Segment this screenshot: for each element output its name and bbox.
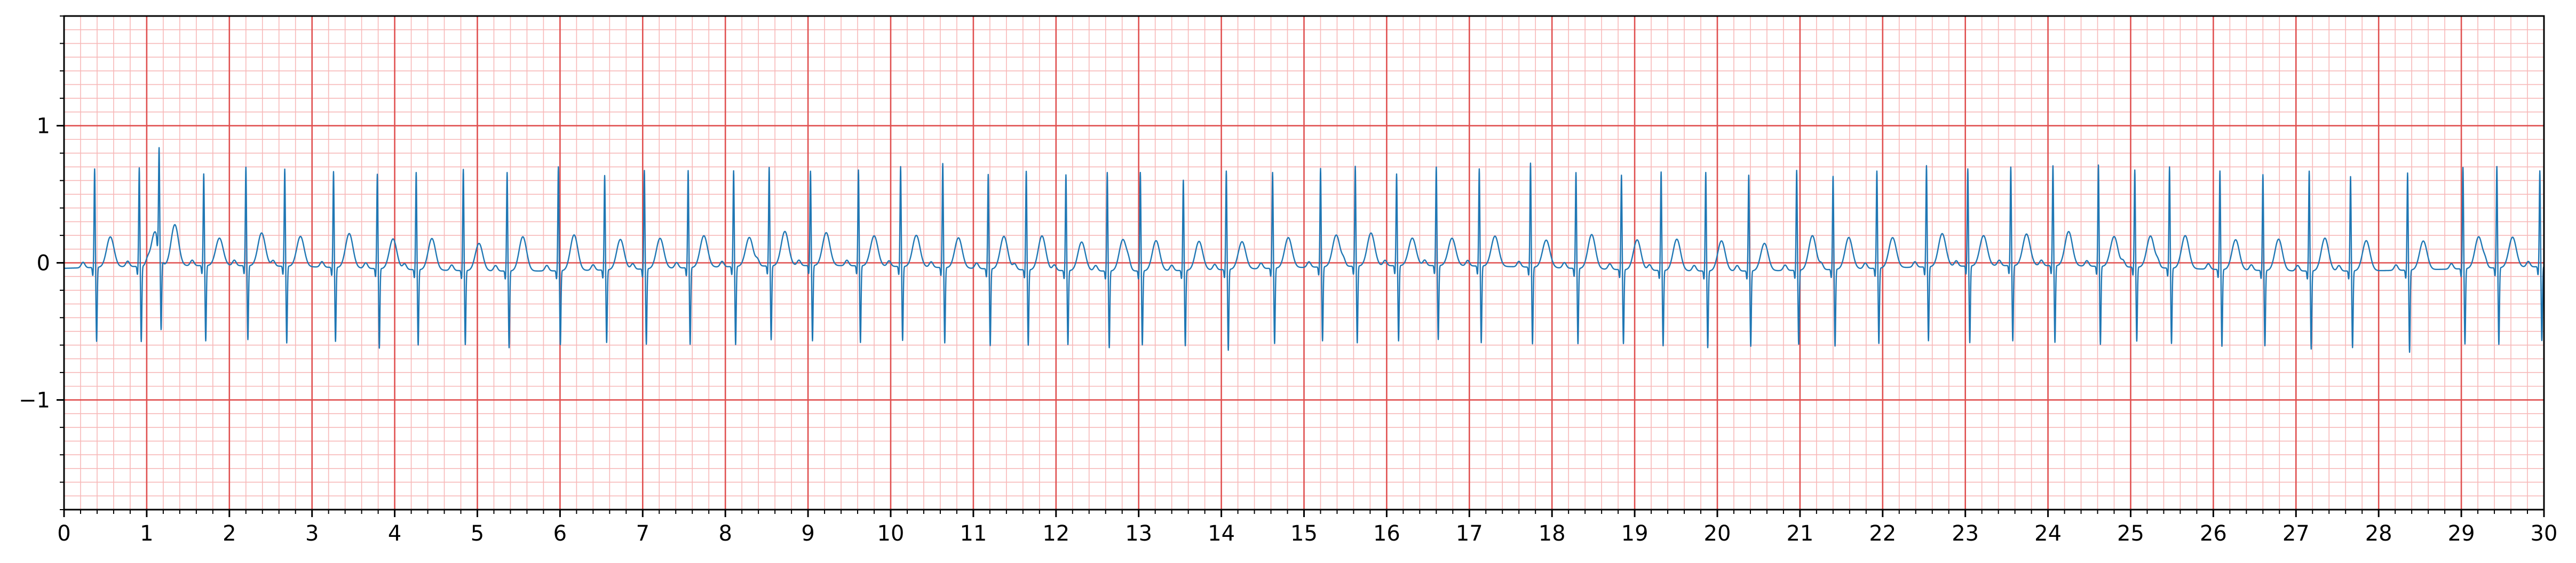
y-tick-label: −1: [19, 388, 50, 413]
x-tick-label: 4: [388, 521, 401, 546]
x-tick-label: 2: [223, 521, 236, 546]
x-tick-label: 30: [2531, 521, 2558, 546]
x-tick-label: 1: [140, 521, 153, 546]
x-tick-label: 3: [305, 521, 319, 546]
x-tick-label: 24: [2034, 521, 2062, 546]
x-tick-label: 26: [2200, 521, 2227, 546]
x-tick-label: 12: [1042, 521, 1069, 546]
x-tick-label: 16: [1373, 521, 1400, 546]
x-tick-label: 13: [1125, 521, 1152, 546]
x-tick-label: 18: [1539, 521, 1566, 546]
series-layer: [64, 147, 2545, 353]
x-tick-label: 19: [1621, 521, 1648, 546]
x-tick-label: 15: [1290, 521, 1318, 546]
x-tick-label: 0: [57, 521, 70, 546]
x-tick-label: 8: [718, 521, 732, 546]
x-axis: 0 1 2 3 4 5 6 7 8 9 10 11 12 13 14 15 16 17 18 19 20 21 22 23 24…: [57, 510, 2557, 546]
x-tick-label: 11: [960, 521, 987, 546]
x-tick-label: 29: [2448, 521, 2475, 546]
x-tick-label: 28: [2365, 521, 2392, 546]
x-tick-label: 21: [1786, 521, 1813, 546]
y-tick-label: 1: [37, 114, 50, 139]
x-tick-label: 9: [801, 521, 814, 546]
x-tick-label: 27: [2282, 521, 2310, 546]
x-tick-label: 25: [2117, 521, 2144, 546]
x-tick-label: 14: [1208, 521, 1235, 546]
x-tick-label: 7: [636, 521, 649, 546]
y-axis: −1 0 1: [19, 15, 64, 510]
x-tick-label: 6: [553, 521, 567, 546]
x-tick-label: 10: [877, 521, 905, 546]
x-tick-label: 20: [1704, 521, 1731, 546]
x-tick-label: 22: [1869, 521, 1896, 546]
x-tick-label: 5: [471, 521, 484, 546]
x-tick-label: 23: [1952, 521, 1979, 546]
ecg-trace-line: [64, 147, 2545, 353]
x-tick-label: 17: [1456, 521, 1483, 546]
y-tick-label: 0: [37, 251, 50, 276]
